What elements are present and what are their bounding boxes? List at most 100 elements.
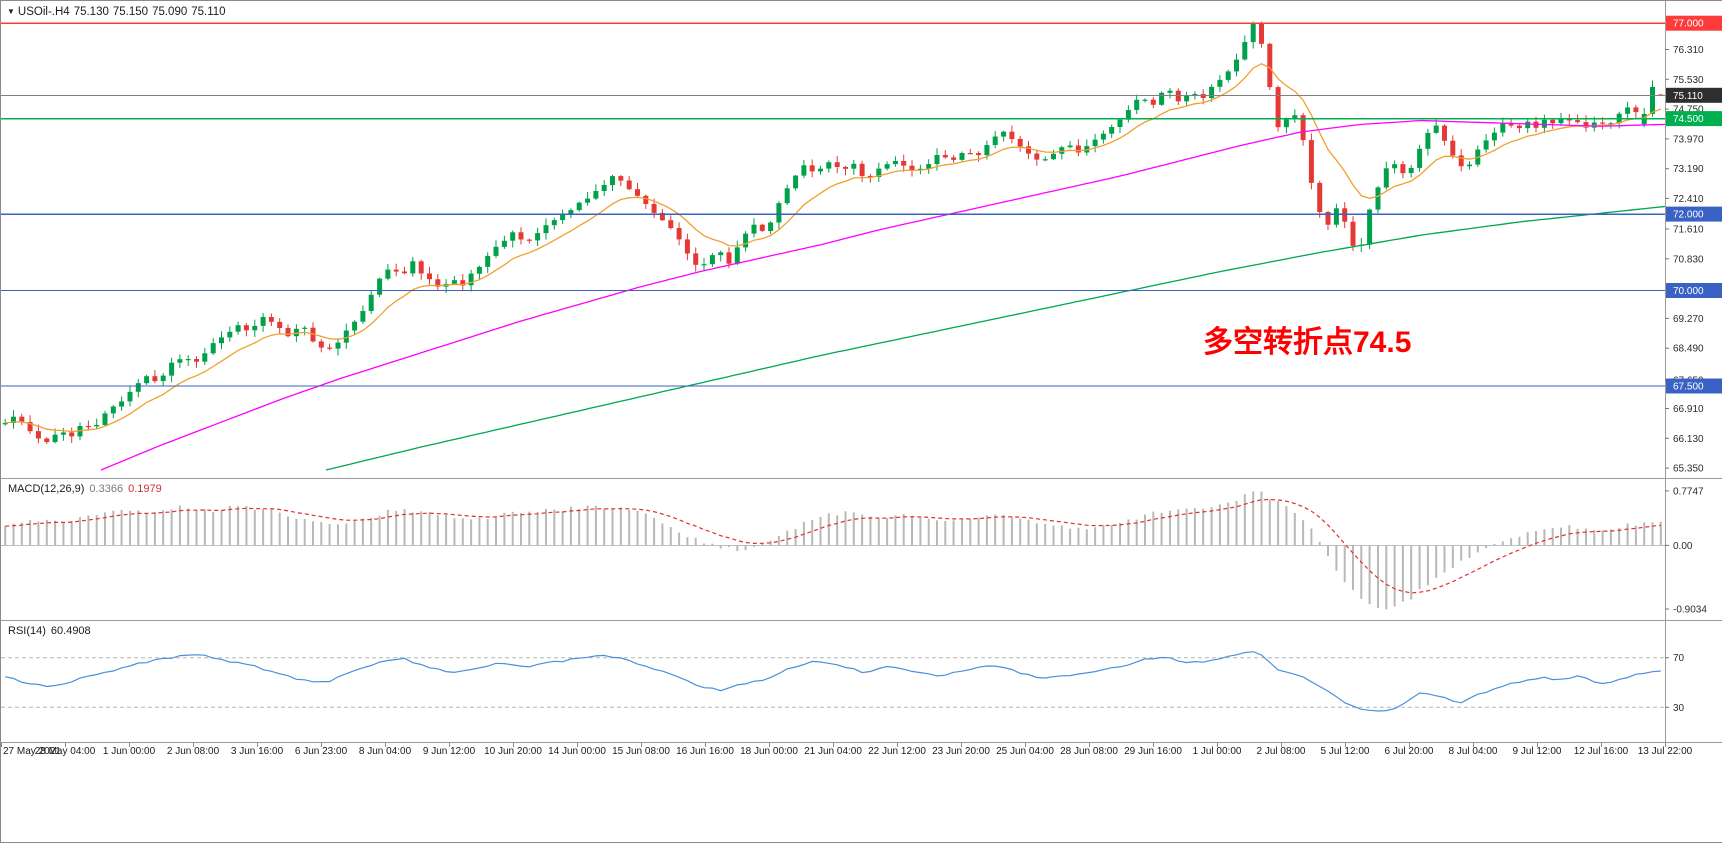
time-axis-label: 2 Jul 08:00: [1256, 746, 1306, 757]
time-tick: [641, 743, 642, 747]
time-axis-label: 8 Jul 04:00: [1448, 746, 1498, 757]
time-axis-label: 16 Jun 16:00: [676, 746, 734, 757]
time-tick: [1025, 743, 1026, 747]
time-axis-label: 6 Jun 23:00: [294, 746, 348, 757]
price-axis-label: 66.910: [1673, 404, 1704, 415]
price-axis-area[interactable]: [1665, 621, 1722, 742]
main-chart-panel: 76.310 75.530 74.750 73.970 73.190 72.410 71.6…: [1, 1, 1722, 478]
price-axis-label: 76.310: [1673, 45, 1704, 56]
time-axis[interactable]: 27 May 2021 28 May 04:00 1 Jun 00:00 2 Jun …: [1, 743, 1722, 842]
time-tick: [1089, 743, 1090, 747]
price-badge: [1666, 206, 1722, 222]
time-tick: [321, 743, 322, 747]
time-axis-label: 29 Jun 16:00: [1124, 746, 1182, 757]
rsi-panel: 70 30: [1, 621, 1722, 742]
low-value: 75.090: [152, 6, 188, 18]
close-value: 75.110: [191, 6, 226, 18]
time-axis-label: 12 Jul 16:00: [1573, 746, 1629, 757]
open-value: 75.130: [73, 6, 109, 18]
price-axis-label: 71.610: [1673, 225, 1704, 236]
chart-dropdown-icon[interactable]: ▼: [7, 7, 15, 16]
time-tick: [65, 743, 66, 747]
macd-axis-label: 0.7747: [1673, 486, 1704, 497]
price-axis-area[interactable]: [1665, 479, 1722, 620]
panel-separator[interactable]: [1, 742, 1722, 743]
price-axis-label: 69.270: [1673, 314, 1704, 325]
time-axis-label: 22 Jun 12:00: [868, 746, 926, 757]
price-axis-label: 72.410: [1673, 194, 1704, 205]
time-tick: [449, 743, 450, 747]
time-axis-label: 18 Jun 00:00: [740, 746, 798, 757]
high-value: 75.150: [112, 6, 149, 18]
time-axis-label: 1 Jun 00:00: [102, 746, 156, 757]
chart-title: ▼ USOil-.H4 75.130 75.150 75.090 75.110: [7, 6, 226, 18]
rsi-value: 60.4908: [50, 625, 91, 637]
price-badge: [1666, 15, 1722, 31]
macd-chart-surface[interactable]: 0.7747 0.00 -0.9034: [1, 479, 1722, 620]
price-badge: [1666, 283, 1722, 298]
panel-separator[interactable]: [1, 478, 1722, 479]
time-tick: [1217, 743, 1218, 747]
price-axis-label: 74.750: [1673, 105, 1704, 116]
macd-name: MACD(12,26,9): [8, 483, 85, 495]
time-tick: [961, 743, 962, 747]
time-tick: [1, 743, 2, 747]
price-axis-label: 73.190: [1673, 164, 1704, 175]
price-axis-area[interactable]: [1665, 1, 1722, 478]
time-axis-label: 21 Jun 04:00: [804, 746, 862, 757]
price-badge-label: 77.000: [1673, 19, 1704, 30]
panel-separator[interactable]: [1, 620, 1722, 621]
price-axis-label: 75.530: [1673, 75, 1704, 86]
price-axis-label: 68.490: [1673, 344, 1704, 355]
macd-histogram: [4, 491, 1662, 610]
price-badge-label: 67.500: [1673, 382, 1704, 393]
time-tick: [769, 743, 770, 747]
time-axis-label: 9 Jun 12:00: [422, 746, 476, 757]
price-axis-label: 73.970: [1673, 134, 1704, 145]
rsi-line: [5, 651, 1661, 712]
time-tick: [1601, 743, 1602, 747]
rsi-chart-surface[interactable]: 70 30: [1, 621, 1722, 742]
time-tick: [129, 743, 130, 747]
time-axis-label: 5 Jul 12:00: [1320, 746, 1370, 757]
time-tick: [513, 743, 514, 747]
rsi-indicator-label: RSI(14) 60.4908: [8, 625, 96, 637]
ma-mid-line: [100, 119, 1666, 471]
symbol-period-label: USOil-.H4: [17, 6, 70, 18]
time-axis-label: 13 Jul 22:00: [1637, 746, 1693, 757]
annotation-text: 多空转折点74.5: [1203, 326, 1412, 359]
price-badge-label: 74.500: [1673, 114, 1704, 125]
time-tick: [705, 743, 706, 747]
rsi-axis-label: 70: [1673, 653, 1685, 664]
main-chart-surface[interactable]: 76.310 75.530 74.750 73.970 73.190 72.410 71.6…: [1, 1, 1722, 478]
time-axis-label: 27 May 2021: [3, 746, 61, 757]
macd-axis-label: -0.9034: [1673, 605, 1707, 616]
candlestick-series: [2, 21, 1664, 444]
time-axis-label: 9 Jul 12:00: [1512, 746, 1562, 757]
macd-signal-line: [5, 498, 1661, 594]
time-axis-label: 28 May 04:00: [34, 746, 96, 757]
time-tick: [897, 743, 898, 747]
price-badge-label: 75.110: [1673, 91, 1703, 102]
time-tick: [257, 743, 258, 747]
time-tick: [833, 743, 834, 747]
time-tick: [1409, 743, 1410, 747]
time-tick: [1665, 743, 1666, 747]
price-badge-label: 72.000: [1673, 210, 1704, 221]
price-badge: [1666, 111, 1722, 127]
ma-fast-line: [5, 62, 1662, 433]
time-tick: [1281, 743, 1282, 747]
macd-signal-value: 0.1979: [128, 483, 162, 495]
rsi-axis-label: 30: [1673, 703, 1685, 714]
time-axis-label: 15 Jun 08:00: [612, 746, 670, 757]
time-axis-label: 25 Jun 04:00: [996, 746, 1054, 757]
time-tick: [577, 743, 578, 747]
time-tick: [385, 743, 386, 747]
time-axis-label: 10 Jun 20:00: [484, 746, 542, 757]
time-axis-label: 2 Jun 08:00: [166, 746, 220, 757]
time-axis-label: 6 Jul 20:00: [1384, 746, 1434, 757]
time-tick: [1537, 743, 1538, 747]
macd-indicator-label: MACD(12,26,9) 0.3366 0.1979: [8, 483, 167, 495]
time-tick: [1153, 743, 1154, 747]
